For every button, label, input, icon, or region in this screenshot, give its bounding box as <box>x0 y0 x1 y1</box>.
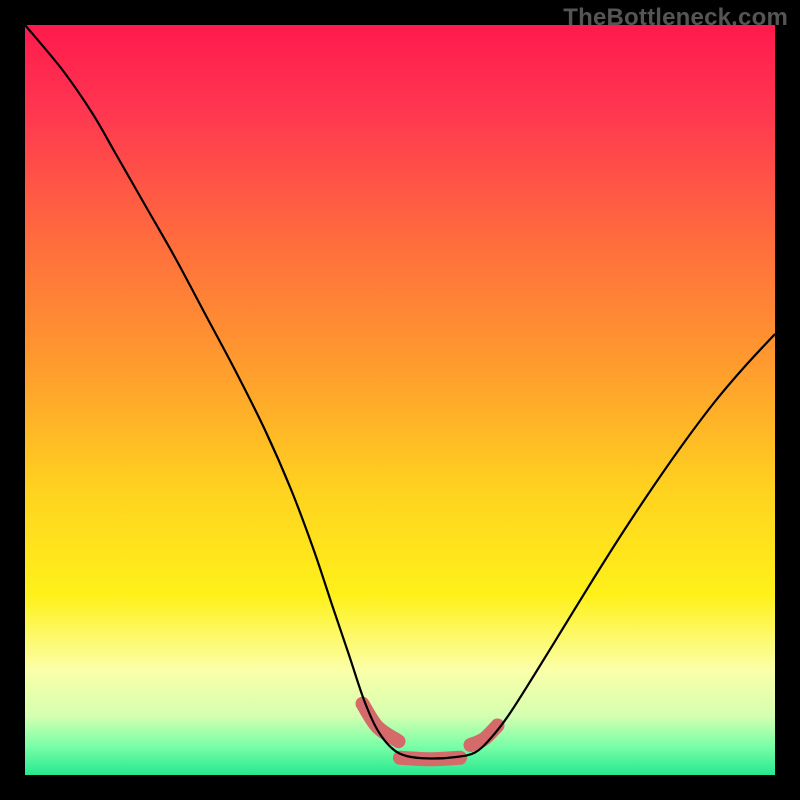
attribution-label: TheBottleneck.com <box>563 4 788 32</box>
chart-frame <box>25 25 775 775</box>
chart-background <box>25 25 775 775</box>
bottleneck-chart <box>25 25 775 775</box>
